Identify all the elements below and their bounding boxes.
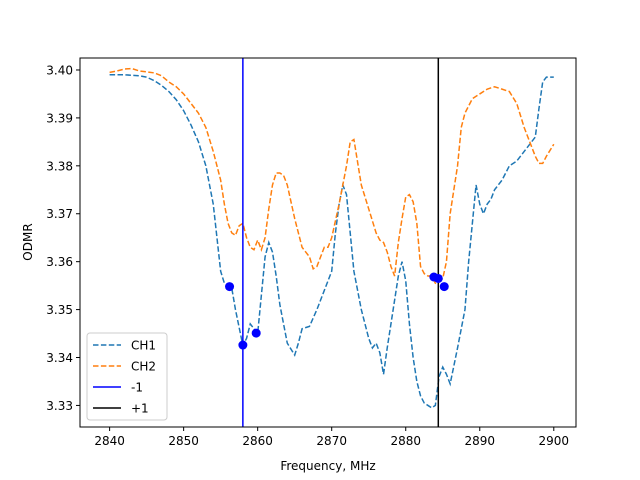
marker-point — [433, 273, 443, 283]
legend: CH1 CH2 -1 +1 — [86, 332, 168, 421]
x-tick-label: 2850 — [168, 434, 199, 448]
legend-label: +1 — [131, 402, 149, 416]
y-tick-label: 3.33 — [46, 399, 73, 413]
x-tick-label: 2900 — [539, 434, 570, 448]
y-tick-label: 3.35 — [46, 303, 73, 317]
marker-point — [238, 340, 248, 350]
y-axis-label: ODMR — [21, 223, 35, 260]
x-tick-label: 2880 — [390, 434, 421, 448]
y-tick-label: 3.37 — [46, 207, 73, 221]
y-tick-label: 3.39 — [46, 111, 73, 125]
x-axis: 2840 2850 2860 2870 2880 2890 2900 — [94, 427, 569, 448]
series-layer — [109, 67, 555, 409]
legend-label: -1 — [131, 381, 143, 395]
legend-label: CH1 — [131, 339, 156, 353]
y-tick-label: 3.36 — [46, 255, 73, 269]
y-tick-label: 3.38 — [46, 159, 73, 173]
legend-box — [86, 332, 168, 421]
marker-point — [225, 282, 235, 292]
series-line-ch1 — [109, 74, 554, 409]
y-tick-label: 3.34 — [46, 351, 73, 365]
vline-layer — [242, 58, 440, 427]
legend-label: CH2 — [131, 360, 156, 374]
y-axis: 3.33 3.34 3.35 3.36 3.37 3.38 3.39 3.40 — [46, 63, 80, 413]
x-tick-label: 2860 — [242, 434, 273, 448]
x-tick-label: 2870 — [316, 434, 347, 448]
marker-layer — [225, 272, 449, 350]
plot-frame — [79, 57, 577, 428]
series-line-ch2 — [109, 67, 555, 285]
x-tick-label: 2840 — [94, 434, 125, 448]
x-axis-label: Frequency, MHz — [280, 459, 375, 473]
marker-point — [251, 328, 261, 338]
y-tick-label: 3.40 — [46, 63, 73, 77]
marker-point — [439, 282, 449, 292]
x-tick-label: 2890 — [464, 434, 495, 448]
